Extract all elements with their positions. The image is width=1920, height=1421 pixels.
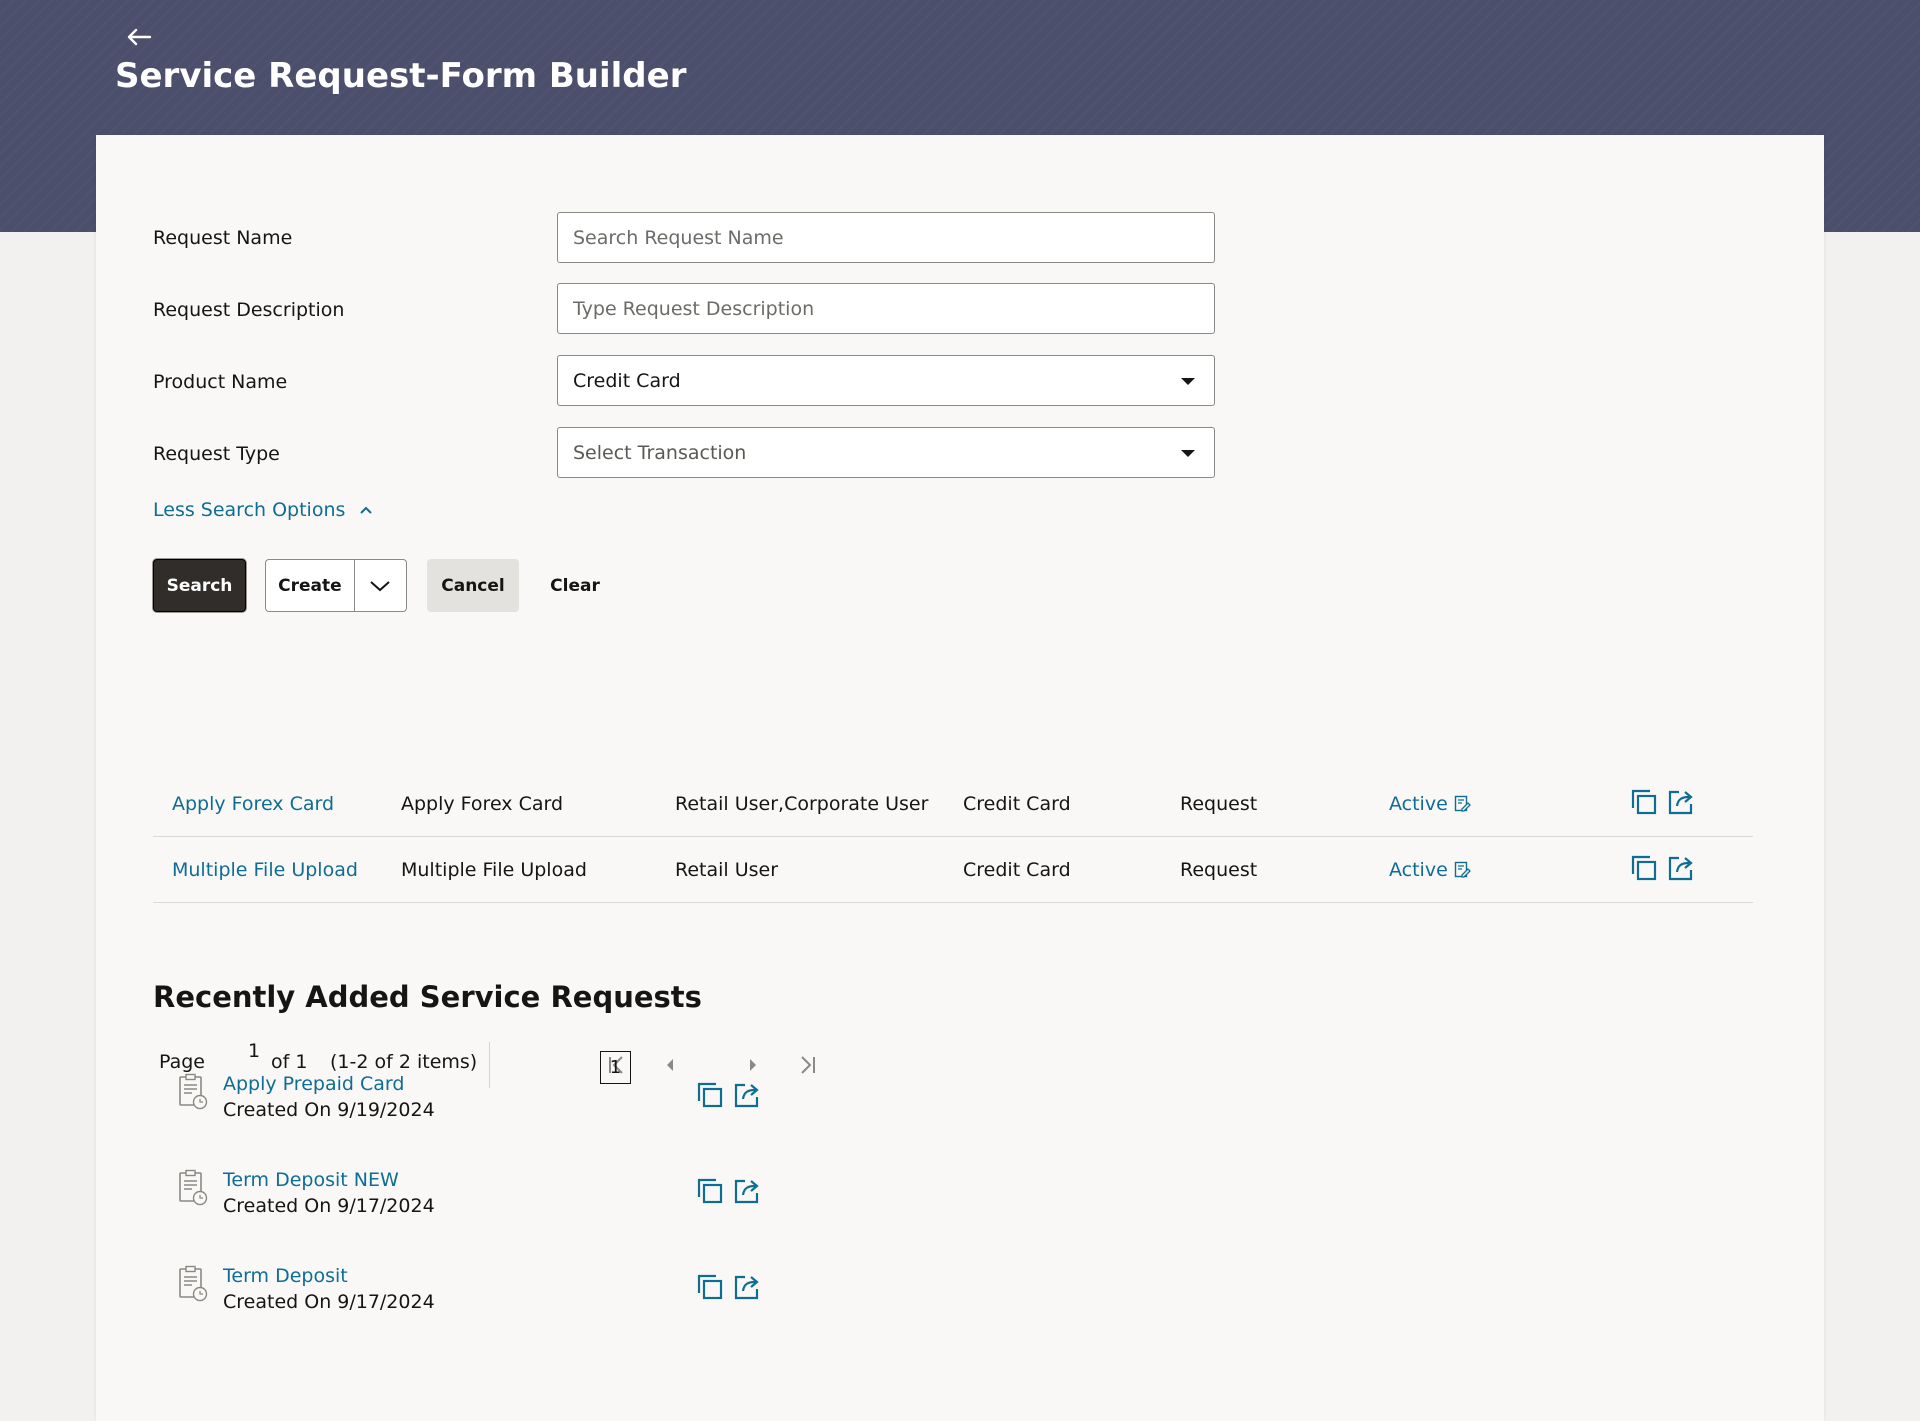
previous-page-icon[interactable] bbox=[663, 1055, 677, 1075]
less-search-options-toggle[interactable]: Less Search Options bbox=[153, 499, 373, 521]
dropdown-caret-icon bbox=[1181, 450, 1195, 457]
items-count-label: (1-2 of 2 items) bbox=[330, 1051, 478, 1073]
recent-actions bbox=[696, 1081, 761, 1109]
recent-request-item: Apply Prepaid Card Created On 9/19/2024 bbox=[178, 1073, 759, 1133]
recent-request-item: Term Deposit NEW Created On 9/17/2024 bbox=[178, 1169, 759, 1229]
created-on-label: Created On bbox=[223, 1099, 332, 1121]
status-label: Active bbox=[1389, 858, 1448, 881]
product-cell: Credit Card bbox=[963, 858, 1071, 881]
open-external-icon[interactable] bbox=[733, 1273, 761, 1301]
recent-request-date: Created On 9/19/2024 bbox=[223, 1099, 435, 1121]
recent-actions bbox=[696, 1273, 761, 1301]
less-search-options-label: Less Search Options bbox=[153, 499, 346, 521]
edit-status-icon bbox=[1454, 795, 1471, 812]
request-name-input[interactable] bbox=[558, 226, 1214, 249]
request-type-placeholder: Select Transaction bbox=[573, 441, 747, 464]
request-description-cell: Apply Forex Card bbox=[401, 792, 564, 815]
copy-icon[interactable] bbox=[1630, 788, 1658, 816]
open-external-icon[interactable] bbox=[1667, 854, 1695, 882]
dropdown-caret-icon bbox=[1181, 378, 1195, 385]
edit-status-icon bbox=[1454, 861, 1471, 878]
created-date: 9/17/2024 bbox=[337, 1195, 435, 1217]
pagination: Page 1 of 1 (1-2 of 2 items) 1 bbox=[159, 1038, 879, 1088]
request-type-cell: Request bbox=[1180, 858, 1258, 881]
page-of-label: of 1 bbox=[271, 1051, 308, 1073]
page-label: Page bbox=[159, 1051, 205, 1073]
row-actions bbox=[1630, 854, 1695, 882]
status-link[interactable]: Active bbox=[1389, 771, 1471, 836]
recent-request-link[interactable]: Term Deposit NEW bbox=[223, 1169, 399, 1191]
recent-request-link[interactable]: Term Deposit bbox=[223, 1265, 348, 1287]
document-clock-icon bbox=[178, 1265, 208, 1307]
create-button-label: Create bbox=[278, 575, 342, 596]
create-button[interactable]: Create bbox=[265, 559, 407, 612]
copy-icon[interactable] bbox=[1630, 854, 1658, 882]
request-description-cell: Multiple File Upload bbox=[401, 858, 587, 881]
create-dropdown-toggle[interactable] bbox=[353, 560, 406, 611]
status-label: Active bbox=[1389, 792, 1448, 815]
pagination-divider bbox=[489, 1042, 490, 1088]
recent-requests-title: Recently Added Service Requests bbox=[153, 980, 702, 1014]
last-page-icon[interactable] bbox=[798, 1055, 818, 1075]
page-title: Service Request-Form Builder bbox=[115, 56, 687, 96]
created-on-label: Created On bbox=[223, 1291, 332, 1313]
copy-icon[interactable] bbox=[696, 1081, 724, 1109]
table-row: Apply Forex Card Apply Forex Card Retail… bbox=[153, 771, 1753, 837]
search-button[interactable]: Search bbox=[153, 559, 246, 612]
product-name-label: Product Name bbox=[153, 371, 288, 393]
product-name-value: Credit Card bbox=[573, 369, 681, 392]
recent-request-date: Created On 9/17/2024 bbox=[223, 1291, 435, 1313]
page-number-input[interactable]: 1 bbox=[247, 1040, 261, 1062]
cancel-button-label: Cancel bbox=[441, 575, 505, 596]
search-button-label: Search bbox=[166, 575, 233, 596]
status-link[interactable]: Active bbox=[1389, 837, 1471, 902]
table-row: Multiple File Upload Multiple File Uploa… bbox=[153, 837, 1753, 903]
request-name-link[interactable]: Multiple File Upload bbox=[172, 858, 358, 881]
main-card: Request Name Request Description Product… bbox=[96, 135, 1824, 1421]
created-date: 9/17/2024 bbox=[337, 1291, 435, 1313]
row-actions bbox=[1630, 788, 1695, 816]
request-name-link[interactable]: Apply Forex Card bbox=[172, 792, 335, 815]
chevron-down-icon bbox=[370, 580, 391, 591]
request-type-cell: Request bbox=[1180, 792, 1258, 815]
copy-icon[interactable] bbox=[696, 1177, 724, 1205]
request-description-label: Request Description bbox=[153, 299, 345, 321]
request-type-label: Request Type bbox=[153, 443, 280, 465]
request-type-select[interactable]: Select Transaction bbox=[557, 427, 1215, 478]
document-clock-icon bbox=[178, 1169, 208, 1211]
cancel-button[interactable]: Cancel bbox=[427, 559, 519, 612]
created-date: 9/19/2024 bbox=[337, 1099, 435, 1121]
clear-button-label: Clear bbox=[550, 575, 600, 596]
chevron-up-icon bbox=[360, 506, 373, 514]
first-page-icon[interactable] bbox=[606, 1055, 626, 1075]
current-page-button[interactable]: 1 bbox=[600, 1051, 631, 1084]
recent-request-date: Created On 9/17/2024 bbox=[223, 1195, 435, 1217]
product-name-select[interactable]: Credit Card bbox=[557, 355, 1215, 406]
document-clock-icon bbox=[178, 1073, 208, 1115]
back-arrow-icon[interactable] bbox=[122, 20, 156, 54]
request-description-input[interactable] bbox=[558, 297, 1214, 320]
copy-icon[interactable] bbox=[696, 1273, 724, 1301]
created-on-label: Created On bbox=[223, 1195, 332, 1217]
open-external-icon[interactable] bbox=[1667, 788, 1695, 816]
recent-request-link[interactable]: Apply Prepaid Card bbox=[223, 1073, 405, 1095]
user-type-cell: Retail User,Corporate User bbox=[675, 792, 929, 815]
request-name-field bbox=[557, 212, 1215, 263]
recent-actions bbox=[696, 1177, 761, 1205]
open-external-icon[interactable] bbox=[733, 1177, 761, 1205]
user-type-cell: Retail User bbox=[675, 858, 779, 881]
product-cell: Credit Card bbox=[963, 792, 1071, 815]
request-name-label: Request Name bbox=[153, 227, 293, 249]
open-external-icon[interactable] bbox=[733, 1081, 761, 1109]
next-page-icon[interactable] bbox=[746, 1055, 760, 1075]
request-description-field bbox=[557, 283, 1215, 334]
clear-button[interactable]: Clear bbox=[536, 559, 614, 612]
recent-request-item: Term Deposit Created On 9/17/2024 bbox=[178, 1265, 759, 1325]
